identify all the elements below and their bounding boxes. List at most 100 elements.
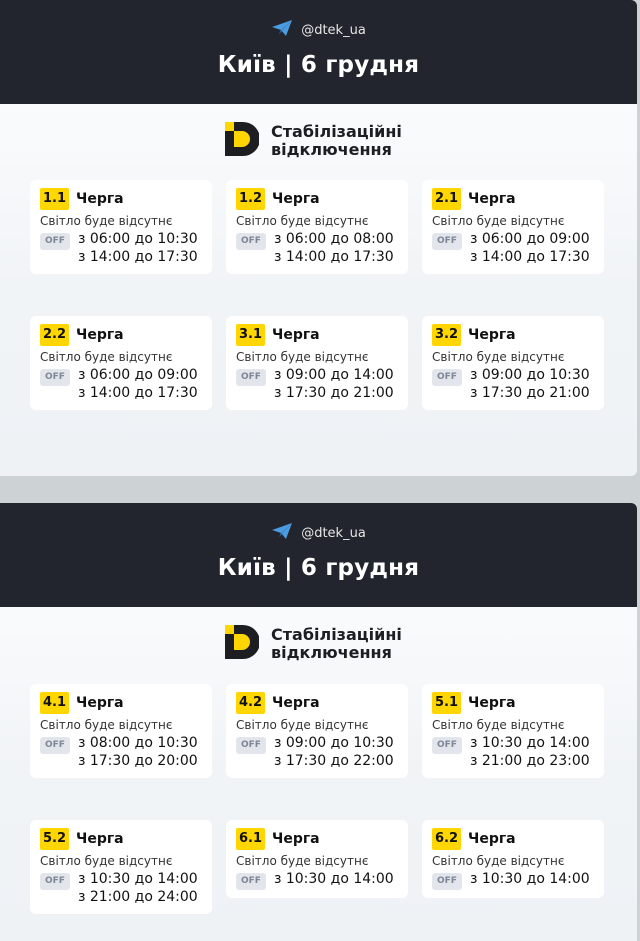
schedule-panel-2: @dtek_ua Київ | 6 грудня Стабілізаційні від… xyxy=(0,503,637,941)
handle-text: @dtek_ua xyxy=(301,22,366,38)
outage-times: OFF з 09:00 до 14:00 з 17:30 до 21:00 xyxy=(236,366,398,402)
queue-label: Черга xyxy=(272,831,320,847)
queue-header: 6.2 Черга xyxy=(432,828,594,850)
time-range: з 21:00 до 23:00 xyxy=(469,753,590,769)
time-range: з 14:00 до 17:30 xyxy=(469,249,590,265)
schedule-panel-1: @dtek_ua Київ | 6 грудня Стабілізаційні від… xyxy=(0,0,637,476)
queue-badge: 4.2 xyxy=(236,692,266,714)
status-text: Світло буде відсутнє xyxy=(432,214,565,228)
outage-times: OFF з 09:00 до 10:30 з 17:30 до 22:00 xyxy=(236,734,398,770)
queue-label: Черга xyxy=(76,327,124,343)
outage-times: OFF з 08:00 до 10:30 з 17:30 до 20:00 xyxy=(40,734,202,770)
logo-line-2: відключення xyxy=(271,643,392,662)
status-text: Світло буде відсутнє xyxy=(40,854,173,868)
queue-header: 5.2 Черга xyxy=(40,828,202,850)
time-range: з 06:00 до 09:00 xyxy=(469,231,590,247)
queue-badge: 4.1 xyxy=(40,692,70,714)
off-badge: OFF xyxy=(432,737,462,754)
queue-badge: 1.2 xyxy=(236,188,266,210)
queue-label: Черга xyxy=(468,831,516,847)
outage-times: OFF з 10:30 до 14:00 xyxy=(432,870,594,890)
dtek-logo-icon xyxy=(225,625,260,663)
time-range: з 09:00 до 14:00 xyxy=(273,367,394,383)
telegram-handle[interactable]: @dtek_ua xyxy=(0,19,637,41)
time-list: з 09:00 до 10:30 з 17:30 до 21:00 xyxy=(470,366,590,402)
time-range: з 08:00 до 10:30 xyxy=(77,735,198,751)
queue-card: 5.2 Черга Світло буде відсутнє OFF з 10:30 д… xyxy=(30,820,212,914)
status-text: Світло буде відсутнє xyxy=(236,350,369,364)
queue-label: Черга xyxy=(468,695,516,711)
queue-label: Черга xyxy=(272,327,320,343)
outage-times: OFF з 09:00 до 10:30 з 17:30 до 21:00 xyxy=(432,366,594,402)
logo-line-1: Стабілізаційні xyxy=(271,625,402,644)
status-text: Світло буде відсутнє xyxy=(236,718,369,732)
time-range: з 09:00 до 10:30 xyxy=(469,367,590,383)
header: @dtek_ua Київ | 6 грудня xyxy=(0,503,637,607)
telegram-icon xyxy=(271,522,293,544)
queue-label: Черга xyxy=(468,327,516,343)
time-range: з 17:30 до 22:00 xyxy=(273,753,394,769)
outage-times: OFF з 10:30 до 14:00 з 21:00 до 23:00 xyxy=(432,734,594,770)
time-list: з 08:00 до 10:30 з 17:30 до 20:00 xyxy=(78,734,198,770)
logo-text: Стабілізаційні відключення xyxy=(271,123,402,159)
telegram-handle[interactable]: @dtek_ua xyxy=(0,522,637,544)
status-text: Світло буде відсутнє xyxy=(432,350,565,364)
queue-header: 2.2 Черга xyxy=(40,324,202,346)
off-badge: OFF xyxy=(432,233,462,250)
queue-badge: 2.2 xyxy=(40,324,70,346)
time-list: з 10:30 до 14:00 xyxy=(470,870,590,890)
off-badge: OFF xyxy=(236,233,266,250)
outage-times: OFF з 06:00 до 10:30 з 14:00 до 17:30 xyxy=(40,230,202,266)
queue-header: 1.1 Черга xyxy=(40,188,202,210)
time-list: з 10:30 до 14:00 з 21:00 до 23:00 xyxy=(470,734,590,770)
queue-card: 1.1 Черга Світло буде відсутнє OFF з 06:00 д… xyxy=(30,180,212,274)
status-text: Світло буде відсутнє xyxy=(432,854,565,868)
status-text: Світло буде відсутнє xyxy=(40,214,173,228)
logo-line-1: Стабілізаційні xyxy=(271,122,402,141)
queue-header: 3.1 Черга xyxy=(236,324,398,346)
dtek-logo: Стабілізаційні відключення xyxy=(225,625,402,663)
queue-label: Черга xyxy=(76,695,124,711)
time-range: з 10:30 до 14:00 xyxy=(77,871,198,887)
queue-badge: 5.2 xyxy=(40,828,70,850)
time-list: з 10:30 до 14:00 xyxy=(274,870,394,890)
queue-label: Черга xyxy=(76,191,124,207)
handle-text: @dtek_ua xyxy=(301,525,366,541)
outage-times: OFF з 06:00 до 09:00 з 14:00 до 17:30 xyxy=(40,366,202,402)
queue-card: 3.1 Черга Світло буде відсутнє OFF з 09:00 д… xyxy=(226,316,408,410)
status-text: Світло буде відсутнє xyxy=(40,350,173,364)
queue-header: 2.1 Черга xyxy=(432,188,594,210)
time-list: з 10:30 до 14:00 з 21:00 до 24:00 xyxy=(78,870,198,906)
queue-card: 3.2 Черга Світло буде відсутнє OFF з 09:00 д… xyxy=(422,316,604,410)
status-text: Світло буде відсутнє xyxy=(40,718,173,732)
time-range: з 17:30 до 21:00 xyxy=(469,385,590,401)
time-list: з 06:00 до 10:30 з 14:00 до 17:30 xyxy=(78,230,198,266)
time-list: з 09:00 до 14:00 з 17:30 до 21:00 xyxy=(274,366,394,402)
time-range: з 06:00 до 09:00 xyxy=(77,367,198,383)
queue-badge: 3.2 xyxy=(432,324,462,346)
queue-header: 5.1 Черга xyxy=(432,692,594,714)
time-range: з 09:00 до 10:30 xyxy=(273,735,394,751)
queue-badge: 6.1 xyxy=(236,828,266,850)
queue-header: 1.2 Черга xyxy=(236,188,398,210)
queue-badge: 3.1 xyxy=(236,324,266,346)
time-range: з 10:30 до 14:00 xyxy=(469,735,590,751)
queue-card: 2.1 Черга Світло буде відсутнє OFF з 06:00 д… xyxy=(422,180,604,274)
time-list: з 06:00 до 08:00 з 14:00 до 17:30 xyxy=(274,230,394,266)
queue-badge: 5.1 xyxy=(432,692,462,714)
outage-times: OFF з 10:30 до 14:00 з 21:00 до 24:00 xyxy=(40,870,202,906)
time-range: з 21:00 до 24:00 xyxy=(77,889,198,905)
time-range: з 06:00 до 10:30 xyxy=(77,231,198,247)
off-badge: OFF xyxy=(432,369,462,386)
queue-card: 4.1 Черга Світло буде відсутнє OFF з 08:00 д… xyxy=(30,684,212,778)
status-text: Світло буде відсутнє xyxy=(236,214,369,228)
off-badge: OFF xyxy=(40,873,70,890)
time-range: з 17:30 до 20:00 xyxy=(77,753,198,769)
outage-times: OFF з 10:30 до 14:00 xyxy=(236,870,398,890)
queue-card: 5.1 Черга Світло буде відсутнє OFF з 10:30 д… xyxy=(422,684,604,778)
off-badge: OFF xyxy=(236,369,266,386)
queue-card: 6.1 Черга Світло буде відсутнє OFF з 10:30 д… xyxy=(226,820,408,898)
page-title: Київ | 6 грудня xyxy=(217,52,420,78)
time-range: з 10:30 до 14:00 xyxy=(469,871,590,887)
status-text: Світло буде відсутнє xyxy=(236,854,369,868)
